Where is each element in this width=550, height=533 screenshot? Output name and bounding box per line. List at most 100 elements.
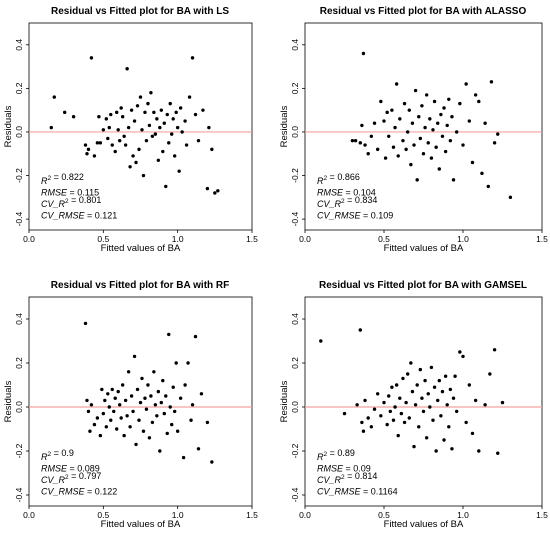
residual-point (358, 141, 362, 145)
residual-point (110, 143, 114, 147)
residual-point (361, 429, 366, 433)
residual-point (161, 149, 165, 154)
residual-point (205, 420, 210, 425)
residual-point (461, 354, 465, 359)
residual-point (122, 433, 126, 438)
y-tick-label: -0.4 (14, 212, 24, 227)
residual-point (402, 420, 407, 425)
residual-point (117, 403, 122, 407)
residual-point (135, 387, 140, 392)
residual-point (410, 121, 415, 125)
panel-title: Residual vs Fitted plot for BA with ALAS… (320, 6, 527, 17)
residual-point (134, 160, 138, 165)
residual-point (174, 110, 178, 115)
residual-point (83, 321, 88, 326)
residual-point (360, 123, 364, 128)
residual-point (137, 418, 141, 422)
residual-point (106, 392, 110, 396)
residual-point (393, 405, 397, 409)
residual-point (213, 191, 217, 195)
residual-point (385, 422, 389, 427)
y-tick-label: -0.2 (290, 168, 300, 183)
residual-point (109, 112, 113, 117)
residual-point (171, 385, 175, 389)
residual-point (123, 143, 128, 147)
residual-point (205, 186, 210, 191)
residual-point (112, 409, 116, 414)
residual-point (177, 169, 181, 173)
residual-point (125, 67, 129, 71)
residual-point (454, 409, 459, 414)
residual-point (120, 114, 125, 119)
residual-point (113, 149, 117, 154)
residual-point (159, 400, 164, 405)
residual-point (415, 178, 419, 182)
residual-point (172, 154, 177, 158)
residual-point (350, 138, 355, 143)
residual-point (366, 416, 370, 420)
residual-point (164, 394, 168, 398)
residual-point (49, 125, 53, 130)
residual-point (201, 108, 205, 112)
residual-point (432, 99, 437, 104)
residual-point (409, 361, 413, 365)
residual-point (134, 442, 138, 447)
residual-point (146, 101, 150, 106)
residual-point (369, 134, 374, 139)
residual-point (470, 160, 475, 165)
residual-point (147, 123, 152, 128)
residual-point (372, 121, 377, 125)
residual-point (170, 132, 174, 136)
residual-point (141, 429, 146, 433)
x-tick-label: 0.0 (23, 234, 35, 244)
residual-point (496, 451, 500, 455)
residual-point (190, 56, 195, 60)
residual-point (412, 143, 416, 147)
residual-point (404, 147, 408, 152)
residual-point (207, 125, 211, 130)
y-tick-label: -0.2 (14, 168, 24, 183)
residual-point (426, 141, 430, 145)
residual-point (140, 128, 144, 132)
residual-point (110, 387, 114, 392)
residual-point (165, 112, 169, 117)
stat-cv-rmse: CV_RMSE = 0.109 (317, 211, 393, 221)
residual-point (155, 117, 159, 121)
y-axis-label: Residuals (3, 380, 14, 422)
residual-point (406, 372, 410, 376)
residual-point (473, 398, 478, 403)
residual-point (178, 106, 183, 110)
residual-point (450, 447, 454, 451)
residual-point (454, 130, 459, 134)
residual-point (101, 128, 106, 132)
residual-point (162, 411, 166, 416)
plot-frame (28, 22, 253, 231)
residual-point (442, 438, 446, 442)
panel-title: Residual vs Fitted plot for BA with RF (51, 280, 230, 291)
stat-cv-rmse: CV_RMSE = 0.1164 (317, 487, 398, 497)
residual-point (143, 396, 147, 400)
residual-point (104, 425, 109, 429)
residual-point (152, 110, 156, 115)
residual-point (107, 125, 111, 130)
residual-point (429, 365, 434, 370)
residual-point (387, 394, 391, 398)
residual-point (161, 378, 165, 383)
x-tick-label: 1.0 (172, 234, 184, 244)
residual-point (448, 138, 453, 143)
residual-point (109, 418, 113, 422)
residual-point (71, 114, 76, 119)
residual-point (95, 416, 100, 420)
y-tick-label: 0.2 (14, 357, 24, 369)
residual-point (434, 449, 438, 453)
residual-point (178, 396, 183, 400)
stat-rmse: RMSE = 0.089 (41, 464, 100, 474)
residual-point (199, 392, 204, 396)
residual-point (508, 195, 513, 200)
residual-point (401, 376, 405, 381)
residual-point (113, 396, 117, 400)
residual-point (396, 433, 400, 438)
y-tick-label: -0.2 (290, 443, 300, 458)
residual-point (158, 449, 162, 453)
x-tick-label: 0.0 (23, 510, 35, 520)
